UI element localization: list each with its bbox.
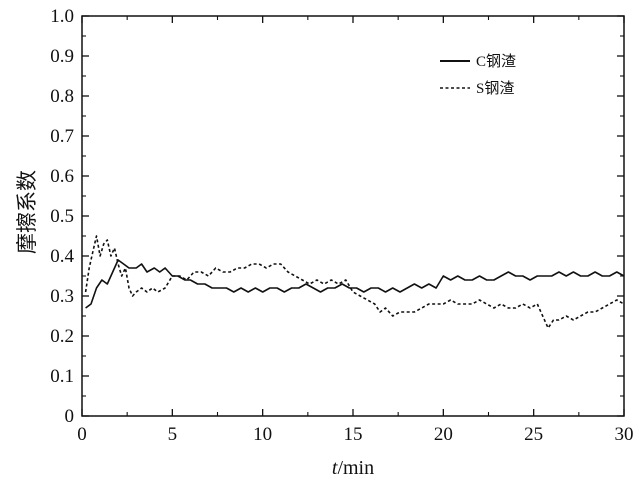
y-tick-label: 0.6 — [50, 166, 74, 187]
plot-frame — [81, 15, 625, 417]
y-tick-label: 1.0 — [50, 6, 74, 27]
series-layer — [84, 235, 625, 329]
y-tick-label: 0.9 — [50, 46, 74, 67]
x-axis-ticks: 0 5 10 15 20 25 30 — [77, 16, 634, 445]
y-tick-label: 0 — [65, 406, 75, 427]
x-tick-label: 20 — [434, 424, 453, 445]
x-tick-label: 15 — [344, 424, 363, 445]
y-tick-label: 0.4 — [50, 246, 74, 267]
y-tick-label: 0.8 — [50, 86, 74, 107]
legend: C钢渣 S钢渣 — [440, 53, 516, 97]
y-tick-label: 0.7 — [50, 126, 74, 147]
series-line-1 — [85, 259, 625, 309]
y-tick-label: 0.5 — [50, 206, 74, 227]
y-axis-title: 摩擦系数 — [15, 170, 39, 254]
y-tick-label: 0.1 — [50, 366, 74, 387]
y-tick-label: 0.2 — [50, 326, 74, 347]
y-axis-ticks: 0 0.1 0.2 0.3 0.4 0.5 0.6 0.7 0.8 0.9 1.0 — [50, 6, 624, 427]
y-tick-label: 0.3 — [50, 286, 74, 307]
x-tick-label: 0 — [77, 424, 87, 445]
x-axis-title-variable: t — [332, 457, 338, 479]
x-tick-label: 25 — [524, 424, 543, 445]
x-axis-title-unit: /min — [337, 457, 374, 479]
legend-label-1: C钢渣 — [476, 53, 516, 70]
x-axis-title: t/min — [332, 457, 374, 479]
legend-label-2: S钢渣 — [476, 80, 514, 97]
x-tick-label: 10 — [253, 424, 272, 445]
x-tick-label: 30 — [615, 424, 634, 445]
plot-area: 0 5 10 15 20 25 30 0 0.1 0.2 0.3 0.4 0.5 0.6 0.7 0.8 0.… — [50, 6, 633, 445]
series-line-2 — [84, 235, 625, 329]
x-tick-label: 5 — [168, 424, 178, 445]
